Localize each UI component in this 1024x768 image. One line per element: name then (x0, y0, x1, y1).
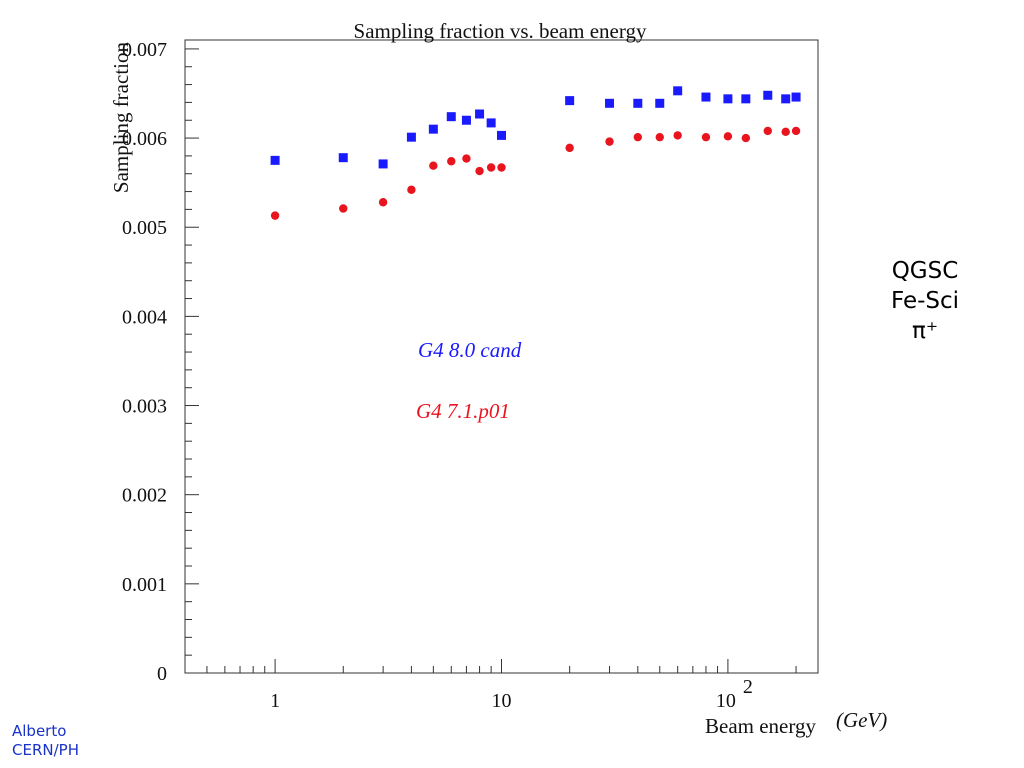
x-tick-label: 10 (716, 690, 736, 712)
data-point-1 (461, 115, 471, 125)
data-point-1 (565, 96, 575, 106)
data-point-1 (605, 98, 615, 108)
data-point-2 (763, 126, 772, 136)
x-tick-exponent: 2 (743, 676, 753, 698)
data-point-1 (428, 124, 438, 134)
particle-type: π⁺ (912, 318, 938, 344)
calorimeter-material: Fe-Sci (890, 288, 960, 314)
x-tick-label: 10 (492, 690, 512, 712)
data-point-2 (407, 185, 416, 194)
y-tick-label: 0.002 (122, 485, 167, 507)
data-point-1 (701, 92, 711, 102)
data-point-1 (378, 159, 388, 169)
data-point-2 (270, 211, 280, 220)
data-point-2 (486, 163, 496, 172)
data-point-2 (497, 163, 506, 172)
data-point-2 (462, 154, 471, 163)
y-tick-label: 0.005 (122, 217, 167, 239)
x-axis-label: Beam energy (705, 714, 816, 738)
x-tick-label: 1 (270, 690, 280, 712)
data-point-2 (655, 132, 664, 142)
data-point-2 (475, 166, 484, 176)
data-point-1 (475, 109, 485, 119)
data-point-1 (673, 86, 683, 96)
data-point-1 (633, 98, 643, 108)
legend-label-g4-8: G4 8.0 cand (418, 338, 522, 362)
data-point-1 (723, 94, 733, 104)
y-tick-label: 0.003 (122, 396, 167, 418)
data-point-1 (781, 94, 791, 104)
data-point-1 (791, 92, 801, 102)
data-point-2 (429, 161, 438, 170)
physics-list-name: QGSC (891, 258, 959, 284)
footer-affiliation: CERN/PH (12, 741, 79, 759)
data-point-2 (781, 127, 790, 137)
footer-author: Alberto CERN/PH (12, 722, 107, 760)
data-point-2 (605, 137, 614, 146)
x-axis-unit: (GeV) (836, 708, 887, 732)
data-point-1 (497, 130, 506, 140)
data-point-2 (673, 131, 682, 140)
data-point-1 (655, 98, 665, 108)
chart-title: Sampling fraction vs. beam energy (354, 19, 647, 43)
data-point-1 (338, 153, 348, 163)
y-tick-label: 0.001 (122, 574, 167, 596)
legend-label-g4-7: G4 7.1.p01 (416, 399, 510, 423)
data-point-2 (723, 132, 733, 141)
data-point-1 (446, 112, 456, 122)
data-point-2 (378, 198, 388, 207)
data-point-2 (741, 133, 751, 143)
y-tick-label: 0 (157, 663, 167, 685)
data-point-2 (633, 132, 643, 142)
y-tick-label: 0.007 (122, 39, 167, 61)
y-axis-label: Sampling fraction (109, 42, 133, 194)
data-point-1 (486, 118, 496, 128)
y-tick-label: 0.004 (122, 306, 167, 328)
data-point-2 (447, 157, 456, 166)
data-point-1 (406, 132, 416, 142)
data-point-2 (565, 143, 574, 153)
data-point-1 (763, 90, 773, 100)
data-point-2 (701, 132, 711, 142)
data-point-1 (741, 94, 751, 104)
physics-list-note: QGSC Fe-Sci π⁺ (870, 256, 980, 346)
data-point-2 (339, 204, 348, 213)
y-tick-label: 0.006 (122, 128, 167, 150)
data-point-2 (791, 126, 801, 136)
footer-author-name: Alberto (12, 722, 67, 740)
data-point-1 (270, 155, 280, 165)
